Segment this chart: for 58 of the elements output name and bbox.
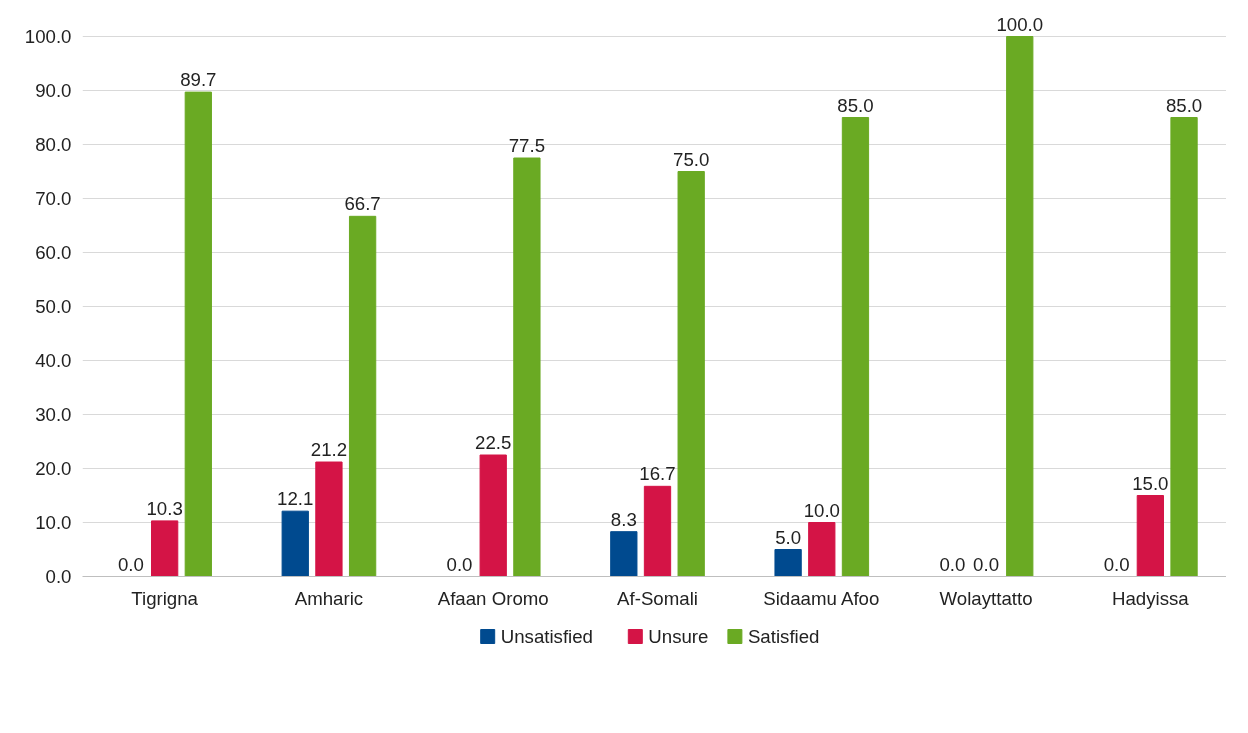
y-tick-label: 100.0 [24, 26, 72, 47]
bar [151, 520, 179, 577]
x-tick-label: Wolayttatto [939, 587, 1033, 609]
y-tick-label: 50.0 [35, 296, 72, 317]
x-tick-label: Tigrigna [131, 587, 199, 609]
data-label: 85.0 [1165, 94, 1203, 116]
bar [479, 454, 507, 577]
bar [315, 461, 343, 577]
y-tick-label: 30.0 [35, 404, 72, 425]
legend-label: Satisfied [747, 626, 820, 647]
bar [808, 522, 836, 577]
data-label: 77.5 [508, 135, 546, 156]
data-label: 10.0 [803, 499, 840, 521]
data-label: 10.3 [146, 497, 183, 519]
data-label: 12.1 [277, 488, 314, 510]
data-label: 16.7 [639, 463, 676, 485]
data-label: 0.0 [973, 553, 1000, 575]
data-label: 15.0 [1132, 472, 1169, 494]
data-label: 0.0 [446, 553, 473, 575]
bar [610, 531, 638, 577]
bar [841, 117, 870, 577]
data-label: 8.3 [610, 508, 637, 530]
data-label: 85.0 [837, 94, 874, 116]
y-tick-label: 90.0 [35, 80, 72, 101]
bar [281, 510, 309, 577]
bar [1170, 117, 1198, 577]
bar [1006, 36, 1034, 577]
data-label: 0.0 [118, 553, 144, 575]
data-label: 22.5 [475, 432, 512, 453]
bar [643, 485, 672, 577]
bar [677, 171, 705, 577]
x-tick-label: Hadyissa [1111, 587, 1190, 609]
bar [774, 549, 802, 577]
bar [1136, 495, 1164, 577]
y-tick-label: 20.0 [35, 458, 72, 479]
data-label: 0.0 [1103, 553, 1130, 575]
data-label: 66.7 [344, 193, 381, 215]
data-label: 0.0 [939, 553, 966, 575]
y-tick-label: 70.0 [35, 188, 72, 209]
x-tick-label: Amharic [294, 587, 364, 609]
x-tick-label: Af-Somali [617, 587, 698, 609]
data-label: 5.0 [775, 526, 802, 548]
x-tick-label: Afaan Oromo [437, 587, 549, 609]
data-label: 89.7 [180, 69, 217, 91]
bar [184, 91, 212, 577]
y-tick-label: 10.0 [35, 512, 72, 533]
legend-label: Unsatisfied [500, 626, 593, 647]
y-tick-label: 60.0 [35, 242, 72, 263]
x-tick-label: Sidaamu Afoo [763, 587, 880, 609]
data-label: 75.0 [673, 148, 710, 170]
bar [513, 157, 541, 577]
y-tick-label: 40.0 [35, 350, 72, 371]
legend-label: Unsure [648, 626, 709, 647]
data-label: 100.0 [996, 13, 1044, 35]
y-tick-label: 80.0 [35, 134, 72, 155]
bar [348, 215, 377, 577]
data-label: 21.2 [310, 439, 348, 461]
y-tick-label: 0.0 [45, 566, 72, 587]
